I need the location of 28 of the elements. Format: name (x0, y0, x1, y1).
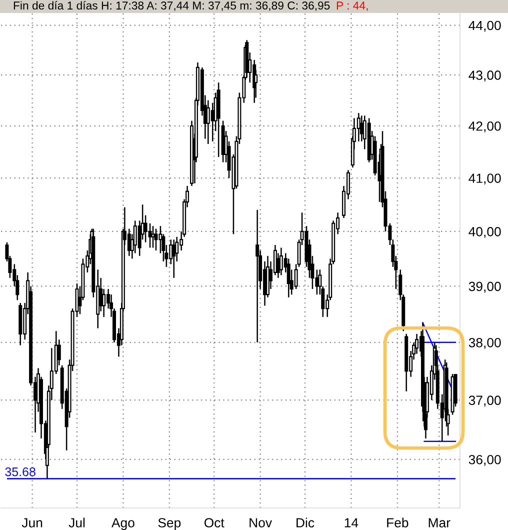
candlestick (256, 209, 260, 344)
y-tick-label: 42,00 (468, 121, 501, 132)
y-tick-label: 39,00 (468, 282, 501, 293)
candlestick (356, 112, 360, 142)
x-tick-label: Dic (296, 518, 314, 528)
candlestick (148, 222, 152, 248)
y-tick-label: 43,00 (468, 70, 501, 82)
chart-title: Fin de día 1 días H: 17:38 A: 37,44 M: 37,45 m: 36,89 C: 36,95 (14, 1, 330, 11)
x-tick-label: Jul (68, 518, 85, 528)
candlestick (172, 238, 176, 279)
candlestick (127, 228, 131, 257)
candlestick (154, 228, 158, 252)
x-tick-label: Ago (111, 518, 134, 530)
text: P : 44, (336, 2, 368, 11)
y-tick-label: 37,00 (468, 396, 501, 407)
x-tick-label: Jun (22, 518, 42, 528)
x-tick-label: 14 (344, 518, 358, 528)
x-tick-label: Oct (204, 518, 224, 528)
x-tick-label: Mar (428, 518, 450, 528)
y-tick-label: 41,00 (468, 174, 501, 184)
ref-line-label: 35.68 (5, 467, 36, 476)
y-tick-label: 44,00 (468, 20, 501, 32)
x-tick-label: Feb (387, 518, 408, 528)
x-tick-label: Nov (250, 518, 272, 528)
y-tick-label: 36,00 (468, 454, 501, 466)
y-tick-label: 40,00 (468, 227, 501, 238)
x-tick-label: Sep (158, 518, 181, 530)
y-tick-label: 38,00 (468, 338, 501, 349)
